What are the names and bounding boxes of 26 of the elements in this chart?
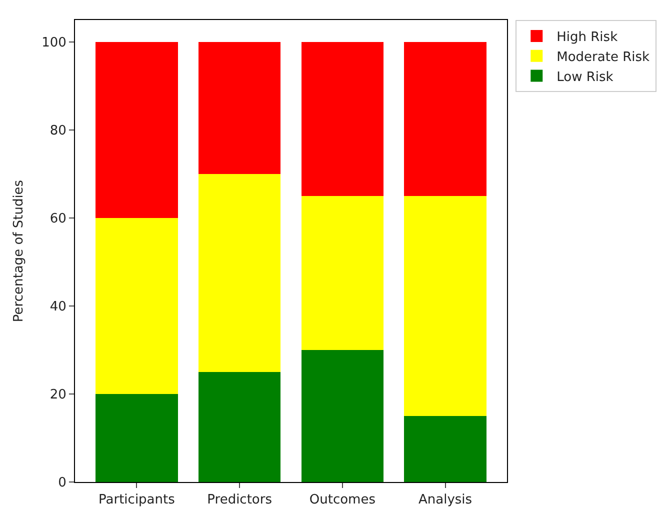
bar: [301, 350, 384, 482]
y-tick-label: 100: [42, 36, 66, 51]
y-tick-label: 0: [58, 476, 66, 491]
bar: [404, 416, 486, 482]
y-tick-label: 60: [50, 212, 66, 227]
y-tick-label: 80: [50, 124, 66, 139]
y-axis-title: Percentage of Studies: [12, 180, 27, 322]
y-tick-label: 20: [50, 388, 66, 403]
bar: [198, 372, 281, 482]
bar: [96, 42, 178, 218]
bar: [404, 42, 486, 196]
x-tick-label: Analysis: [418, 492, 472, 508]
bar: [301, 196, 384, 350]
bar: [198, 42, 281, 174]
y-tick-label: 40: [50, 300, 66, 315]
bar: [301, 42, 384, 196]
bar: [96, 218, 178, 394]
x-tick-label: Outcomes: [309, 492, 376, 508]
bar: [96, 394, 178, 482]
x-tick-label: Predictors: [207, 492, 272, 508]
legend-label: High Risk: [556, 30, 618, 46]
legend-label: Moderate Risk: [556, 50, 650, 65]
x-tick-label: Participants: [98, 492, 176, 508]
legend-label: Low Risk: [556, 70, 614, 85]
bar: [198, 174, 281, 372]
bar: [404, 196, 486, 416]
